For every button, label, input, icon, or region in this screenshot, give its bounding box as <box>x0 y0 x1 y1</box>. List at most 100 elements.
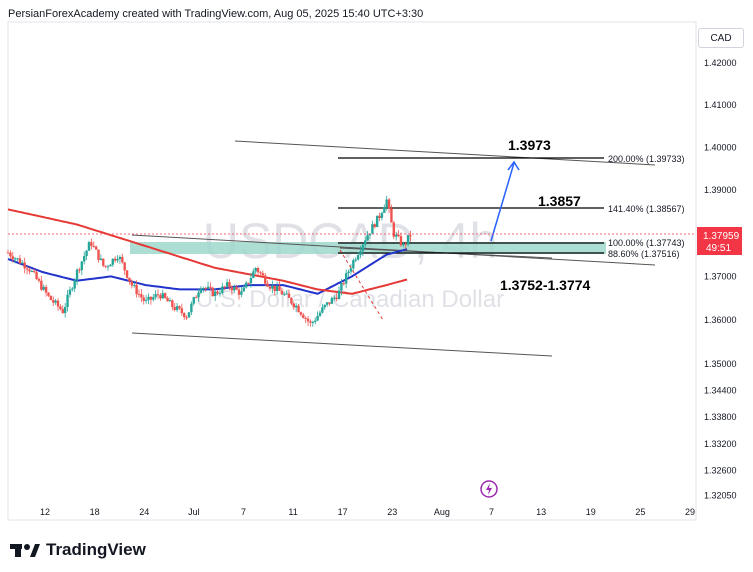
candle-down <box>273 285 276 292</box>
candle-up <box>99 258 103 260</box>
fib-141-label: 141.40% (1.38567) <box>608 204 685 214</box>
candle-up <box>394 234 398 237</box>
time-tick-label: 25 <box>635 507 645 517</box>
time-tick-label: 7 <box>241 507 246 517</box>
candle-down <box>228 282 231 288</box>
time-tick-label: Aug <box>434 507 450 517</box>
candle-down <box>280 290 284 295</box>
lightning-glyph <box>486 483 492 495</box>
tradingview-logo[interactable]: TradingView <box>10 540 146 560</box>
candle-down <box>237 289 241 295</box>
candle-down <box>128 277 131 282</box>
fib-886-label: 88.60% (1.37516) <box>608 249 680 259</box>
events-icon[interactable] <box>480 480 498 498</box>
candle-down <box>216 291 219 294</box>
candle-down <box>121 256 124 263</box>
candle-down <box>125 270 129 278</box>
time-tick-label: 17 <box>338 507 348 517</box>
candle-up <box>330 298 334 304</box>
candle-down <box>49 295 53 301</box>
candle-down <box>292 303 295 308</box>
candle-up <box>221 286 224 293</box>
candle-up <box>199 288 203 293</box>
candle-down <box>304 318 307 320</box>
candle-down <box>183 313 186 318</box>
target-high-label: 1.3973 <box>508 137 551 153</box>
candle-down <box>335 297 338 300</box>
candle-down <box>102 258 105 266</box>
channel-bottom-line <box>131 332 553 357</box>
candle-up <box>275 286 279 292</box>
candle-up <box>318 312 322 316</box>
candle-down <box>18 258 22 264</box>
candle-down <box>306 318 310 322</box>
candle-up <box>154 294 157 298</box>
candle-down <box>342 283 345 285</box>
candle-up <box>16 258 19 260</box>
price-tick-label: 1.39000 <box>704 185 737 195</box>
candle-up <box>371 224 374 234</box>
watermark-name: U.S. Dollar / Canadian Dollar <box>196 286 504 313</box>
candle-down <box>28 269 31 272</box>
candle-down <box>90 242 93 246</box>
candle-down <box>137 294 141 296</box>
candle-up <box>87 242 91 251</box>
candle-up <box>361 244 365 252</box>
time-tick-label: Jul <box>188 507 200 517</box>
fib-100-label: 100.00% (1.37743) <box>608 238 685 248</box>
time-tick-label: 23 <box>387 507 397 517</box>
price-tick-label: 1.32050 <box>704 490 737 500</box>
candle-up <box>368 233 372 236</box>
candle-down <box>309 321 312 323</box>
candle-down <box>59 306 62 310</box>
candle-up <box>118 256 122 260</box>
candle-down <box>299 312 303 315</box>
candle-up <box>347 271 350 274</box>
candle-down <box>392 222 396 237</box>
candle-down <box>104 265 107 267</box>
price-axis[interactable]: 1.420001.410001.400001.390001.380001.370… <box>704 58 737 500</box>
channel-top-line <box>131 234 656 266</box>
currency-badge[interactable]: CAD <box>698 28 744 48</box>
candle-down <box>194 297 198 299</box>
candle-down <box>25 268 29 270</box>
candle-down <box>268 286 272 289</box>
candle-down <box>47 292 50 296</box>
candle-up <box>366 235 369 241</box>
candle-down <box>149 296 153 300</box>
tradingview-logo-icon <box>10 544 40 557</box>
candle-up <box>111 258 114 265</box>
candle-up <box>354 259 357 261</box>
candle-up <box>311 321 315 323</box>
candle-up <box>109 264 112 267</box>
projection-arrow-head <box>507 160 520 171</box>
candle-down <box>32 271 36 273</box>
candle-up <box>375 215 379 228</box>
candle-down <box>40 280 43 290</box>
support-zone <box>130 242 606 254</box>
candle-down <box>409 235 412 237</box>
candle-down <box>163 293 167 298</box>
candle-up <box>106 266 110 268</box>
channel-upper-line <box>234 140 656 166</box>
candles <box>6 195 412 327</box>
time-axis[interactable]: 12 18 24 Jul 7 11 17 23 Aug 7 13 19 25 29 <box>40 507 695 517</box>
candle-down <box>142 297 145 301</box>
candle-up <box>206 286 210 289</box>
candle-up <box>271 285 274 289</box>
candle-up <box>202 287 205 289</box>
candle-down <box>92 245 95 247</box>
candle-up <box>285 293 288 295</box>
candle-down <box>97 249 100 260</box>
candle-up <box>337 290 341 300</box>
candle-up <box>344 273 348 284</box>
time-tick-label: 11 <box>288 507 297 517</box>
candle-down <box>204 287 207 289</box>
candle-down <box>44 286 48 293</box>
candle-down <box>223 286 226 288</box>
candle-up <box>54 300 57 303</box>
candle-down <box>256 267 260 273</box>
price-tick-label: 1.34400 <box>704 385 737 395</box>
price-tick-label: 1.33200 <box>704 439 737 449</box>
